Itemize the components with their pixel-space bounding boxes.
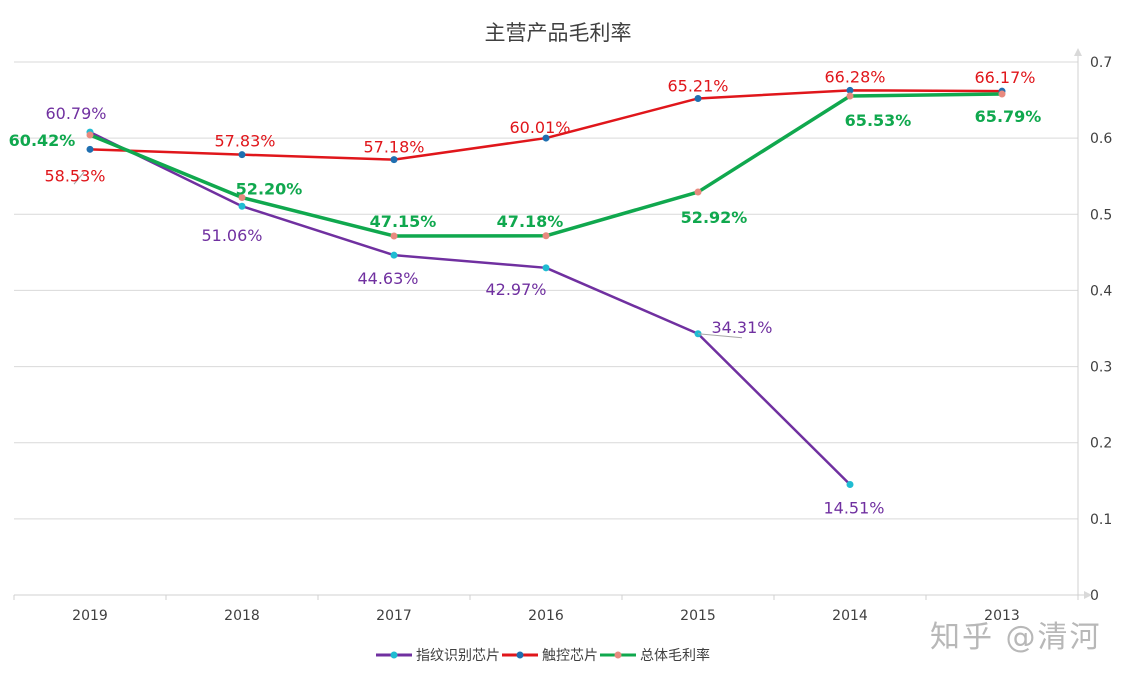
data-label: 52.92%	[681, 208, 748, 227]
y-tick-label: 0.1	[1090, 512, 1112, 528]
data-point	[998, 90, 1006, 98]
data-label: 65.53%	[845, 111, 912, 130]
data-label: 51.06%	[201, 226, 262, 245]
legend-marker	[390, 651, 398, 659]
x-tick-label: 2018	[224, 608, 260, 624]
data-point	[390, 251, 398, 259]
data-label: 47.18%	[497, 212, 564, 231]
legend-label: 指纹识别芯片	[416, 648, 500, 664]
data-point	[542, 264, 550, 272]
data-point	[846, 86, 854, 94]
series-line-0	[89, 131, 851, 486]
data-label: 60.42%	[9, 131, 76, 150]
data-point	[238, 151, 246, 159]
data-label: 60.01%	[509, 118, 570, 137]
data-point	[542, 232, 550, 240]
legend-marker	[614, 651, 622, 659]
legend-label: 总体毛利率	[640, 647, 710, 664]
data-point	[846, 92, 854, 100]
data-point	[238, 194, 246, 202]
data-label: 66.17%	[974, 68, 1035, 87]
legend-label: 触控芯片	[542, 648, 598, 664]
x-tick-label: 2014	[832, 608, 868, 624]
y-axis-arrow	[1074, 48, 1082, 56]
data-label: 57.18%	[363, 138, 424, 157]
y-tick-label: 0.5	[1090, 207, 1112, 223]
x-tick-label: 2015	[680, 608, 716, 624]
x-axis-arrow	[1084, 591, 1092, 599]
data-point	[86, 131, 94, 139]
data-label: 52.20%	[236, 180, 303, 199]
data-point	[694, 94, 702, 102]
chart-title: 主营产品毛利率	[485, 21, 632, 45]
data-point	[390, 232, 398, 240]
y-tick-label: 0.4	[1090, 283, 1112, 299]
x-tick-label: 2019	[72, 608, 108, 624]
y-tick-label: 0.7	[1090, 55, 1112, 71]
data-label: 47.15%	[370, 212, 437, 231]
y-tick-label: 0	[1090, 588, 1099, 604]
data-label: 65.21%	[667, 76, 728, 95]
data-label: 60.79%	[45, 104, 106, 123]
data-point	[390, 156, 398, 164]
legend-marker	[516, 651, 524, 659]
x-tick-label: 2013	[984, 608, 1020, 624]
data-point	[846, 481, 854, 489]
data-point	[238, 202, 246, 210]
data-point	[694, 188, 702, 196]
data-label: 34.31%	[711, 318, 772, 337]
x-tick-label: 2016	[528, 608, 564, 624]
data-point	[542, 134, 550, 142]
data-label: 44.63%	[357, 269, 418, 288]
y-tick-label: 0.3	[1090, 360, 1112, 376]
y-tick-label: 0.6	[1090, 131, 1112, 147]
leader-line	[73, 171, 85, 185]
data-label: 14.51%	[823, 499, 884, 518]
data-label: 42.97%	[485, 280, 546, 299]
x-tick-label: 2017	[376, 608, 412, 624]
data-point	[86, 145, 94, 153]
data-label: 66.28%	[824, 67, 885, 86]
y-tick-label: 0.2	[1090, 436, 1112, 452]
data-label: 58.53%	[44, 166, 105, 185]
leader-line	[697, 333, 743, 339]
data-label: 57.83%	[214, 132, 275, 151]
watermark: 知乎 @清河	[930, 620, 1102, 655]
data-label: 65.79%	[975, 107, 1042, 126]
